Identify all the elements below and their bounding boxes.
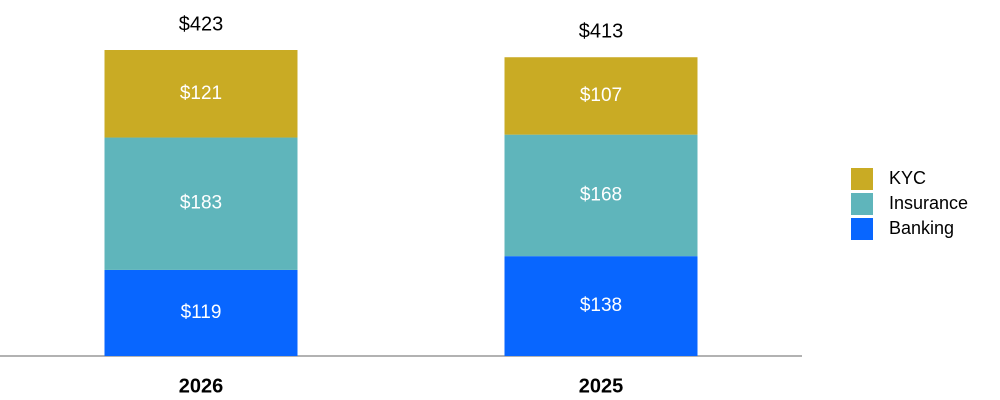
total-label: $413 — [579, 21, 624, 43]
value-label: $168 — [580, 184, 622, 205]
total-label: $423 — [179, 13, 224, 35]
bar-segment — [504, 134, 698, 257]
bar-segment — [104, 50, 298, 138]
legend-swatch — [851, 168, 873, 190]
value-label: $138 — [580, 295, 622, 316]
value-label: $107 — [580, 85, 622, 106]
value-label: $119 — [181, 302, 222, 323]
bar-segment — [504, 57, 698, 135]
x-tick-label: 2025 — [579, 375, 624, 397]
value-label: $121 — [180, 83, 222, 104]
legend-label: Banking — [889, 218, 954, 238]
bar-segment — [104, 137, 298, 270]
legend-label: KYC — [889, 168, 926, 188]
value-label: $183 — [180, 193, 222, 214]
legend-swatch — [851, 218, 873, 240]
bar-segment — [104, 269, 298, 356]
x-tick-label: 2026 — [179, 375, 224, 397]
bar-segment — [504, 256, 698, 356]
legend-swatch — [851, 193, 873, 215]
legend-label: Insurance — [889, 193, 968, 213]
